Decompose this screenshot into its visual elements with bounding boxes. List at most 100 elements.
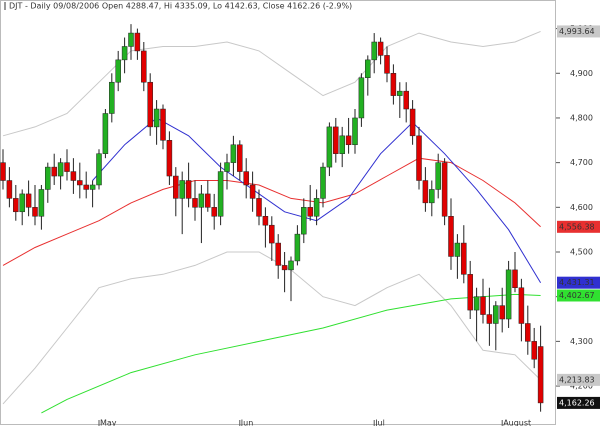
candle-body (390, 73, 397, 96)
candle-body (339, 135, 345, 154)
indicator-line (2, 157, 541, 266)
candle-body (403, 90, 409, 110)
candle-body (429, 189, 435, 204)
candle-body (38, 189, 45, 217)
y-tick-label: 4,200 (570, 382, 593, 391)
end-label-box (557, 289, 600, 302)
candle-body (249, 184, 256, 199)
candle-body (416, 135, 422, 181)
candle-body (256, 198, 262, 217)
candle-body (262, 216, 269, 226)
y-tick-label: 4,800 (570, 113, 593, 122)
x-tick-label: May (100, 419, 117, 426)
candle-body (134, 32, 141, 52)
candle-body (397, 90, 403, 96)
candle-body (141, 50, 147, 83)
candle-body (19, 193, 25, 213)
candle-body (83, 184, 89, 190)
chart-title: DJT - Daily 09/08/2006 Open 4288.47, Hi … (9, 2, 352, 11)
candle-body (358, 77, 365, 119)
candle-body (96, 153, 102, 186)
y-tick-label: 4,600 (570, 203, 593, 212)
candle-body (51, 166, 57, 177)
candle-body (377, 41, 384, 56)
candle-body (294, 233, 301, 262)
candle-body (499, 305, 505, 320)
candle-body (211, 207, 217, 217)
candle-body (217, 171, 224, 217)
candle-body (384, 55, 390, 74)
candle-body (224, 162, 230, 172)
candle-body (281, 265, 288, 271)
candle-body (198, 193, 205, 208)
candle-body (525, 323, 531, 342)
candle-body (89, 184, 96, 190)
y-tick-label: 4,300 (570, 337, 593, 346)
candle-body (333, 126, 339, 154)
candle-body (288, 260, 294, 271)
candle-body (153, 108, 160, 128)
end-label-box (557, 276, 600, 289)
candle-body (493, 305, 499, 324)
candle-body (57, 162, 64, 177)
candle-body (461, 242, 467, 275)
candle-body (371, 41, 377, 61)
y-tick-label: 4,500 (570, 248, 593, 257)
end-label-box (557, 373, 600, 386)
candle-body (121, 46, 128, 61)
candle-body (32, 207, 38, 217)
candle-body (102, 113, 109, 154)
x-tick-label: Jun (240, 419, 254, 426)
end-label: 4,213.83 (559, 375, 595, 384)
candle-body (313, 198, 320, 217)
candle-body (467, 274, 473, 311)
candle-body (345, 135, 352, 146)
x-tick-label: August (503, 419, 531, 426)
candle-body (275, 242, 281, 266)
y-tick-label: 4,700 (570, 158, 593, 167)
candle-body (173, 175, 179, 199)
candle-body (441, 162, 448, 217)
end-label-box (557, 220, 600, 233)
candle-body (512, 269, 518, 288)
candle-body (531, 341, 537, 360)
end-label: 4,993.64 (559, 27, 595, 36)
indicator-line (2, 30, 541, 137)
candle-body (365, 59, 371, 78)
candle-body (166, 140, 173, 177)
candle-body (147, 81, 153, 128)
last-price-box (557, 396, 600, 409)
candle-body (454, 242, 461, 257)
candle-body (307, 207, 313, 217)
candle-body (128, 32, 134, 47)
end-label-box (557, 25, 600, 38)
y-tick-label: 4,900 (570, 69, 593, 78)
candle-body (448, 216, 454, 257)
candle-body (473, 296, 480, 311)
candle-body (45, 166, 51, 190)
candle-body (205, 193, 211, 208)
candle-body (269, 224, 275, 244)
candle-body (409, 108, 416, 137)
candle-body (486, 314, 493, 324)
candle-body (70, 171, 77, 181)
end-label: 4,556.38 (559, 222, 595, 231)
candle-body (230, 144, 237, 163)
candle-body (6, 180, 13, 199)
candle-body (160, 108, 166, 141)
candle-body (185, 180, 192, 199)
plot-frame (0, 0, 556, 425)
candle-body (352, 117, 358, 146)
candle-body (435, 162, 441, 190)
candle-body (25, 193, 32, 208)
x-tick-label: Jul (374, 419, 385, 426)
candle-body (537, 346, 544, 404)
candle-body (109, 81, 115, 114)
candle-body (179, 180, 185, 199)
candle-body (0, 162, 6, 181)
candle-body (505, 269, 512, 320)
candle-body (480, 296, 486, 315)
last-price-label: 4,162.26 (559, 398, 595, 407)
candle-body (422, 180, 429, 204)
